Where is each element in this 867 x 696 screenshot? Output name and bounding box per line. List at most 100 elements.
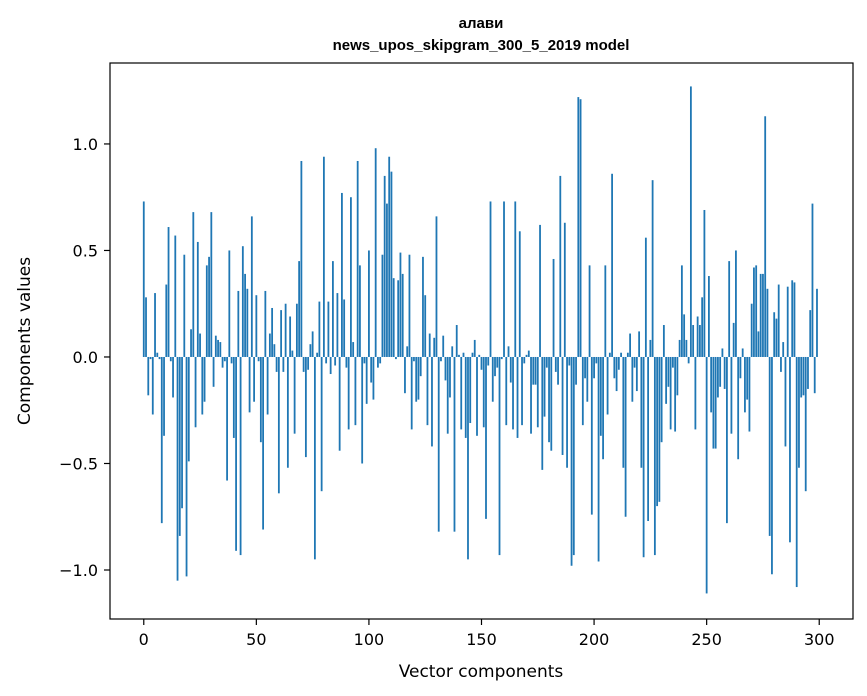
bar-component-217	[631, 356, 634, 402]
bar-component-6	[156, 352, 159, 357]
bar-component-68	[295, 303, 298, 357]
bar-component-292	[800, 356, 803, 398]
bar-component-62	[282, 356, 285, 372]
bar-component-265	[739, 356, 742, 379]
bar-component-232	[665, 356, 668, 404]
bar-component-229	[658, 356, 661, 502]
bar-component-20	[187, 356, 190, 462]
bar-component-16	[178, 356, 181, 536]
bar-component-58	[273, 344, 276, 357]
bar-component-234	[669, 356, 672, 430]
bar-component-296	[809, 310, 812, 357]
bar-component-70	[300, 160, 303, 357]
bar-component-123	[419, 356, 422, 377]
bar-component-137	[451, 346, 454, 357]
bar-component-163	[509, 356, 512, 383]
bar-component-253	[712, 356, 715, 449]
bar-component-196	[584, 356, 586, 379]
bar-component-210	[615, 356, 618, 392]
bar-component-105	[379, 356, 382, 364]
bar-component-186	[561, 356, 564, 455]
bar-component-0	[142, 201, 145, 357]
bar-component-117	[406, 346, 409, 357]
bar-component-9	[163, 356, 165, 436]
bar-component-176	[539, 224, 541, 357]
bar-component-264	[737, 356, 740, 460]
bar-component-3	[149, 356, 152, 360]
bar-component-85	[334, 356, 337, 366]
bar-component-204	[602, 356, 604, 460]
bar-component-245	[694, 356, 697, 430]
bar-component-206	[606, 356, 609, 415]
bar-component-119	[410, 356, 413, 430]
bar-component-44	[241, 246, 244, 357]
bar-component-230	[660, 356, 663, 443]
bar-component-18	[183, 254, 186, 357]
bar-component-19	[185, 356, 188, 577]
bar-component-7	[158, 356, 161, 360]
bar-component-88	[341, 192, 343, 357]
bar-component-116	[404, 356, 406, 394]
bar-component-101	[370, 356, 373, 383]
bar-component-225	[649, 339, 652, 357]
bar-component-81	[325, 356, 328, 364]
bar-component-35	[221, 356, 224, 368]
bar-component-285	[784, 356, 787, 447]
y-tick-label: 1.0	[73, 135, 98, 154]
bar-component-170	[525, 354, 528, 357]
bar-component-33	[217, 339, 219, 357]
bar-component-258	[723, 356, 726, 389]
bar-component-11	[167, 227, 170, 357]
bar-component-15	[176, 356, 179, 581]
bar-component-77	[316, 352, 319, 357]
bar-component-37	[226, 356, 228, 481]
bar-component-169	[523, 356, 526, 364]
bar-component-235	[671, 356, 674, 368]
bar-component-295	[807, 356, 809, 389]
x-tick-label: 250	[691, 630, 722, 649]
bar-component-182	[552, 258, 555, 357]
x-axis-label: Vector components	[399, 662, 564, 682]
bar-component-184	[557, 356, 559, 385]
bar-component-40	[232, 356, 235, 438]
bar-component-140	[458, 354, 460, 357]
bar-component-157	[496, 356, 499, 368]
bar-component-79	[320, 356, 323, 492]
bar-component-299	[816, 288, 818, 357]
bar-component-191	[572, 356, 575, 556]
bar-component-219	[635, 356, 638, 392]
bar-component-91	[347, 356, 350, 430]
bar-component-13	[172, 356, 174, 398]
bar-component-156	[494, 356, 496, 377]
bar-component-49	[253, 356, 255, 402]
bar-component-144	[467, 356, 469, 560]
bar-component-47	[248, 356, 251, 413]
bar-component-148	[476, 356, 478, 436]
bar-component-90	[345, 356, 348, 368]
bar-component-82	[327, 301, 330, 357]
bar-component-243	[689, 86, 692, 357]
bar-component-46	[246, 288, 249, 357]
bar-component-242	[687, 356, 690, 364]
bar-component-220	[638, 331, 641, 357]
bar-component-5	[154, 293, 156, 357]
bar-component-146	[471, 352, 474, 357]
bar-component-96	[359, 265, 361, 357]
bar-component-61	[280, 310, 283, 357]
bar-component-221	[640, 356, 643, 468]
bar-component-128	[431, 356, 433, 447]
bar-component-143	[464, 356, 467, 438]
bar-component-83	[329, 356, 332, 375]
bar-component-231	[662, 325, 665, 357]
bar-component-102	[372, 356, 375, 400]
bar-component-273	[757, 331, 760, 357]
bar-component-233	[667, 356, 670, 387]
bar-component-167	[518, 231, 521, 357]
bar-component-24	[196, 241, 199, 357]
bar-component-246	[696, 316, 699, 357]
bar-component-95	[356, 160, 359, 357]
bar-component-201	[595, 356, 598, 364]
bar-component-31	[212, 356, 215, 387]
bar-component-120	[413, 356, 415, 362]
bar-component-72	[304, 356, 307, 458]
